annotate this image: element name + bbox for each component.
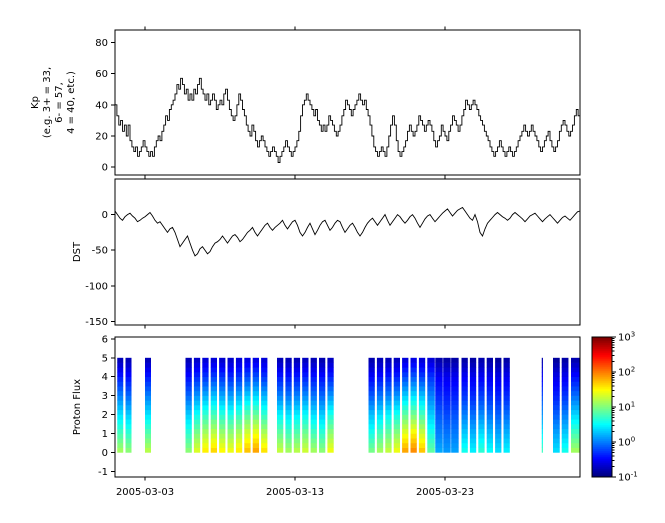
proton-flux-spectrogram [117,357,580,453]
proton-flux-y-tick-label: 4 [102,372,108,383]
proton-flux-y-tick-label: 0 [102,448,108,459]
dst-axis-label: DST [72,241,83,262]
proton-flux-y-tick-label: 1 [102,429,108,440]
kp-y-tick-label: 0 [102,163,108,174]
kp-axis-label: 4 = 40, etc.) [66,71,77,134]
dst-y-tick-label: -100 [85,281,108,292]
dst-panel: 0 -50 -100 -150 DST [72,178,581,329]
kp-axis-label: 6- = 57, [54,82,65,123]
dst-trace [114,206,581,257]
colorbar-tick-label: 10-1 [618,471,638,484]
x-tick-label: 2005-03-03 [116,487,174,498]
kp-axis-label: (e.g. 3+ = 33, [42,67,53,138]
colorbar-tick-label: 103 [618,331,635,344]
proton-flux-y-tick-label: 5 [102,353,108,364]
proton-flux-y-tick-label: -1 [98,467,108,478]
colorbar-tick-label: 101 [618,401,635,414]
kp-frame [114,29,581,176]
proton-flux-y-tick-label: 3 [102,391,108,402]
x-tick-label: 2005-03-23 [416,487,474,498]
kp-y-tick-label: 20 [95,132,108,143]
proton-flux-axis-label: Proton Flux [72,379,83,435]
kp-panel: 0 20 40 60 80 Kp (e.g. 3+ = 33, 6- = 57, 4 = 40,… [30,26,581,179]
proton-flux-y-tick-label: 2 [102,410,108,421]
proton-flux-frame [114,336,581,478]
dst-y-tick-label: -150 [85,317,108,328]
kp-trace [115,77,580,163]
dst-y-tick-label: -50 [92,246,108,257]
dst-y-tick-label: 0 [102,210,108,221]
kp-y-tick-label: 40 [95,100,108,111]
kp-y-tick-label: 80 [95,38,108,49]
proton-flux-y-tick-label: 6 [102,334,108,345]
dst-frame [114,178,581,326]
proton-flux-panel: -1 0 1 2 3 4 5 6 2005-03-03 2005-03-13 2005-03-23 P… [72,334,581,498]
kp-y-tick-label: 60 [95,69,108,80]
x-tick-label: 2005-03-13 [266,487,324,498]
colorbar-tick-label: 100 [618,436,635,449]
colorbar: 103 102 101 100 10-1 [591,331,638,484]
colorbar-tick-label: 102 [618,366,635,379]
kp-axis-label: Kp [30,96,41,109]
